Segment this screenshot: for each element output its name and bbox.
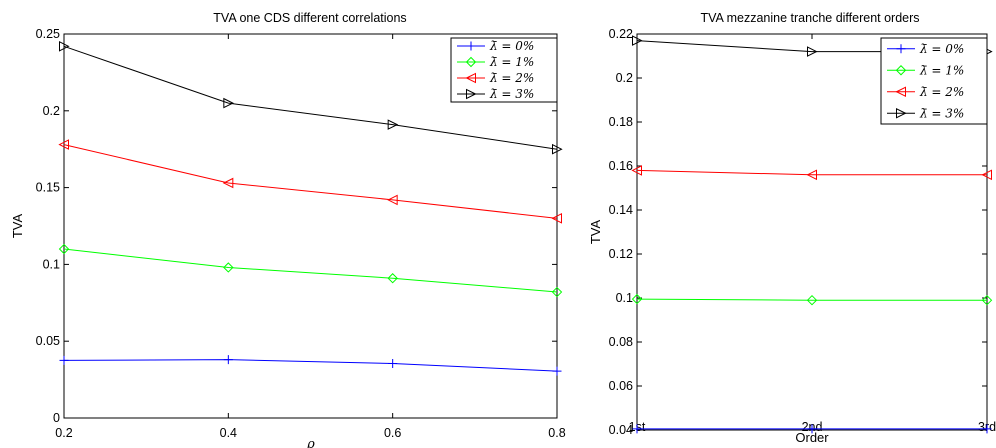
data-point-marker [58, 139, 69, 150]
data-point-marker [806, 169, 817, 181]
data-point-marker [387, 194, 398, 206]
x-tick-label: 0.2 [55, 426, 72, 440]
series-line [63, 45, 558, 150]
legend-marker [896, 44, 906, 54]
legend-marker [465, 72, 476, 84]
data-point-marker [807, 424, 817, 434]
y-axis-label: TVA [588, 220, 603, 245]
y-tick-label: 0.04 [609, 423, 633, 437]
y-tick-label: 0.05 [36, 334, 60, 348]
y-tick-label: 0.2 [43, 104, 60, 118]
y-tick-label: 0.2 [616, 71, 633, 85]
x-tick-label: 0.4 [220, 426, 237, 440]
data-point-marker [223, 355, 233, 365]
data-point-marker [631, 293, 643, 305]
legend-entry: λ̄ = 3% [489, 87, 534, 101]
series-line [636, 169, 987, 176]
legend-marker [465, 56, 477, 68]
x-tick-label: 0.6 [384, 426, 401, 440]
legend-entry: λ̄ = 0% [489, 39, 534, 53]
data-point-marker [388, 358, 398, 368]
legend-entry: λ̄ = 2% [489, 71, 534, 85]
data-point-marker [387, 273, 398, 284]
legend-marker [895, 65, 907, 76]
legend-entry: λ̄ = 2% [919, 85, 964, 99]
legend: λ̄ = 0% λ̄ = 1% λ̄ = 2% λ̄ = 3% [880, 37, 988, 125]
y-tick-label: 0.25 [36, 27, 60, 41]
legend-marker [896, 107, 907, 119]
chart-title: TVA mezzanine tranche different orders [700, 11, 919, 25]
series-line [636, 298, 987, 301]
y-tick-label: 0.1 [616, 291, 633, 305]
data-point-marker [807, 46, 818, 57]
y-tick-label: 0.14 [609, 203, 633, 217]
data-point-marker [551, 213, 562, 224]
y-axis-label: TVA [10, 214, 25, 239]
chart-1: 0 0.05 0.1 0.15 0.2 0.25 0.2 0.4 0.6 0.8 TVA one C… [10, 11, 566, 448]
legend-box [450, 37, 558, 103]
data-point-marker [981, 169, 992, 181]
x-axis-label: ρ [306, 437, 315, 448]
legend-entry: λ̄ = 3% [919, 106, 964, 120]
data-point-marker [551, 286, 563, 298]
y-tick-label: 0.16 [609, 159, 633, 173]
series-line [63, 248, 558, 293]
data-point-marker [58, 243, 70, 255]
data-point-marker [552, 366, 562, 376]
data-point-marker [59, 40, 70, 52]
legend: λ̄ = 0% λ̄ = 1% λ̄ = 2% λ̄ = 3% [450, 37, 558, 103]
legend-marker [466, 41, 476, 51]
data-point-marker [631, 165, 642, 176]
y-tick-label: 0.06 [609, 379, 633, 393]
y-tick-label: 0.15 [36, 181, 60, 195]
data-point-marker [552, 143, 563, 155]
data-point-marker [982, 424, 992, 434]
data-point-marker [981, 294, 993, 306]
y-tick-label: 0.08 [609, 335, 633, 349]
legend-marker [895, 86, 906, 98]
chart-title: TVA one CDS different correlations [213, 11, 406, 25]
y-tick-label: 0.12 [609, 247, 633, 261]
series-line [63, 359, 558, 372]
data-point-marker [387, 119, 399, 130]
legend-entry: λ̄ = 1% [489, 55, 534, 69]
legend-marker [466, 88, 477, 100]
data-point-marker [59, 355, 69, 365]
legend-entry: λ̄ = 0% [919, 42, 964, 56]
data-point-marker [806, 294, 818, 306]
series-line [63, 144, 558, 219]
x-tick-label: 0.8 [548, 426, 565, 440]
y-tick-label: 0.1 [43, 257, 60, 271]
y-tick-label: 0 [53, 411, 60, 425]
y-tick-label: 0.18 [609, 115, 633, 129]
data-point-marker [223, 262, 234, 273]
y-tick-label: 0.22 [609, 27, 633, 41]
legend-entry: λ̄ = 1% [919, 63, 964, 77]
data-point-marker [632, 424, 642, 434]
x-axis-label: Order [795, 430, 829, 445]
data-point-marker [222, 177, 234, 189]
chart-2: 0.040.060.080.10.120.140.160.180.20.221s… [588, 11, 996, 445]
data-point-marker [632, 35, 643, 46]
data-point-marker [223, 97, 234, 109]
